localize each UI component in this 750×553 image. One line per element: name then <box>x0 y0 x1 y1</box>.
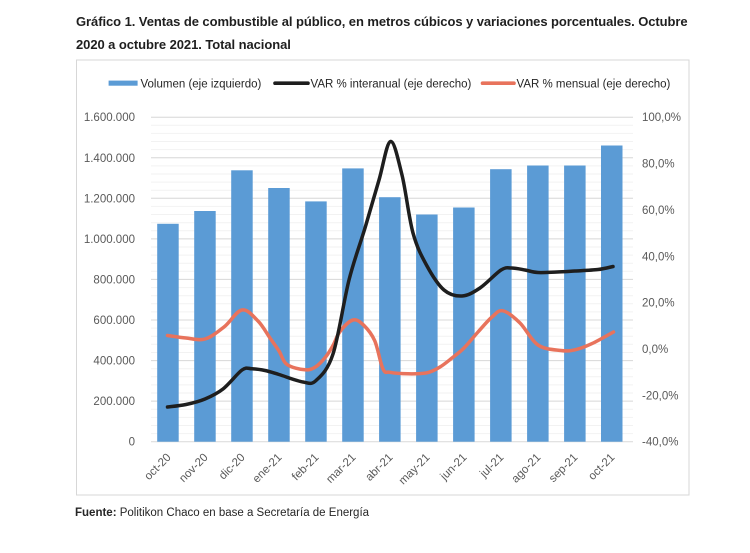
svg-text:0: 0 <box>129 437 135 449</box>
svg-text:1.400.000: 1.400.000 <box>84 153 135 165</box>
svg-text:400.000: 400.000 <box>93 356 135 368</box>
svg-text:VAR % interanual (eje derecho): VAR % interanual (eje derecho) <box>311 78 472 90</box>
svg-text:100,0%: 100,0% <box>642 112 681 124</box>
svg-text:0,0%: 0,0% <box>642 344 668 356</box>
svg-text:1.000.000: 1.000.000 <box>84 234 135 246</box>
svg-text:1.600.000: 1.600.000 <box>84 112 135 124</box>
svg-text:80,0%: 80,0% <box>642 159 675 171</box>
svg-text:VAR % mensual (eje derecho): VAR % mensual (eje derecho) <box>517 78 671 90</box>
svg-text:Volumen (eje izquierdo): Volumen (eje izquierdo) <box>141 78 262 90</box>
svg-text:-40,0%: -40,0% <box>642 437 678 449</box>
svg-text:600.000: 600.000 <box>93 315 135 327</box>
svg-text:40,0%: 40,0% <box>642 251 675 263</box>
svg-text:1.200.000: 1.200.000 <box>84 193 135 205</box>
svg-text:200.000: 200.000 <box>93 396 135 408</box>
svg-text:60,0%: 60,0% <box>642 205 675 217</box>
svg-text:20,0%: 20,0% <box>642 298 675 310</box>
svg-text:-20,0%: -20,0% <box>642 390 678 402</box>
svg-text:800.000: 800.000 <box>93 274 135 286</box>
